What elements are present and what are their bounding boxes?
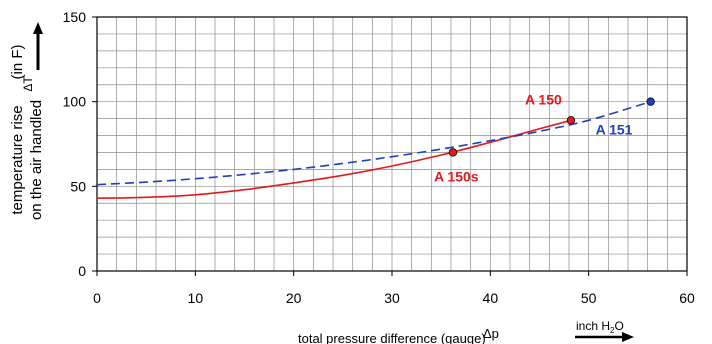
point-label-a-150: A 150 xyxy=(525,91,562,107)
y-tick-label: 150 xyxy=(63,9,87,25)
x-tick-label: 10 xyxy=(188,290,204,306)
y-tick-label: 100 xyxy=(63,94,87,110)
x-tick-labels: 0 10 20 30 40 50 60 xyxy=(93,271,695,306)
point-a-150s xyxy=(448,148,458,157)
y-tick-labels: 0 50 100 150 xyxy=(63,9,97,279)
series-line-a-151 xyxy=(96,100,651,186)
point-a-151 xyxy=(646,97,655,106)
x-axis-label: total pressure difference (gauge) Δp inc… xyxy=(298,319,634,344)
point-label-a-150s: A 150s xyxy=(434,168,479,184)
y-tick-label: 0 xyxy=(78,263,86,279)
y-axis-label: temperature rise on the air handled ΔT (… xyxy=(9,22,45,220)
series-lines xyxy=(96,100,651,199)
x-tick-label: 40 xyxy=(483,290,499,306)
point-a-150 xyxy=(566,116,576,125)
x-tick-label: 60 xyxy=(679,290,695,306)
y-axis-label-line1: temperature rise xyxy=(9,105,26,214)
x-tick-label: 50 xyxy=(581,290,597,306)
data-points: A 150s A 150 A 151 xyxy=(434,91,655,184)
x-axis-delta-symbol: Δp xyxy=(483,326,499,341)
y-axis-arrow xyxy=(33,22,43,70)
x-tick-label: 20 xyxy=(286,290,302,306)
x-axis-unit: inch H2O xyxy=(576,319,624,335)
x-tick-label: 0 xyxy=(93,290,101,306)
y-axis-delta-symbol: ΔT xyxy=(21,76,35,92)
x-tick-label: 30 xyxy=(384,290,400,306)
x-axis-arrow xyxy=(575,332,634,342)
y-axis-unit: (in F) xyxy=(9,45,26,80)
x-axis-label-text: total pressure difference (gauge) xyxy=(298,331,486,344)
y-tick-label: 50 xyxy=(70,178,86,194)
point-label-a-151: A 151 xyxy=(596,122,633,138)
y-axis-label-line2: on the air handled xyxy=(28,100,45,220)
grid xyxy=(97,17,687,271)
